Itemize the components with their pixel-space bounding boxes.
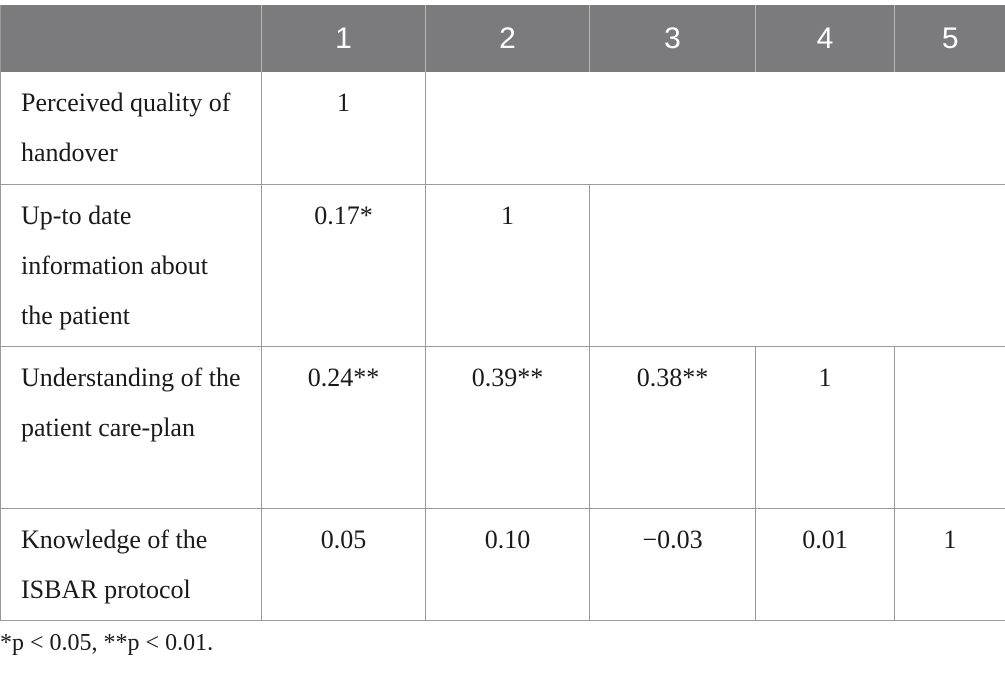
table-cell: 1 [755,346,895,509]
header-cell-5: 5 [894,5,1005,72]
table-cell: 0.05 [261,508,426,621]
table-cell: 1 [425,184,590,347]
table-cell: 0.10 [425,508,590,621]
table-row: Understanding of the patient care-plan 0… [0,346,1005,509]
table-cell: 0.17* [261,184,426,347]
table-cell: 0.39** [425,346,590,509]
table-cell: 0.01 [755,508,895,621]
table-cell: −0.03 [589,508,756,621]
table-row: Knowledge of the ISBAR protocol 0.05 0.1… [0,508,1005,621]
table-footnote: *p < 0.05, **p < 0.01. [0,630,214,656]
empty-cell [894,346,1005,509]
header-cell-4: 4 [755,5,895,72]
table-cell: 0.24** [261,346,426,509]
header-cell-empty [0,5,262,72]
empty-cell [589,184,1005,347]
empty-cell [425,72,1005,185]
header-cell-1: 1 [261,5,426,72]
table-cell: 0.38** [589,346,756,509]
table-row: Perceived quality of handover 1 [0,72,1005,185]
header-row: 1 2 3 4 5 [0,5,1005,72]
row-label: Knowledge of the ISBAR protocol [0,508,262,621]
header-cell-3: 3 [589,5,756,72]
row-label: Understanding of the patient care-plan [0,346,262,509]
row-label: Perceived quality of handover [0,72,262,185]
correlation-table: 1 2 3 4 5 Perceived quality of handover … [0,5,1005,621]
table-row: Up-to date information about the patient… [0,184,1005,347]
table-cell: 1 [894,508,1005,621]
row-label: Up-to date information about the patient [0,184,262,347]
header-cell-2: 2 [425,5,590,72]
table-cell: 1 [261,72,426,185]
